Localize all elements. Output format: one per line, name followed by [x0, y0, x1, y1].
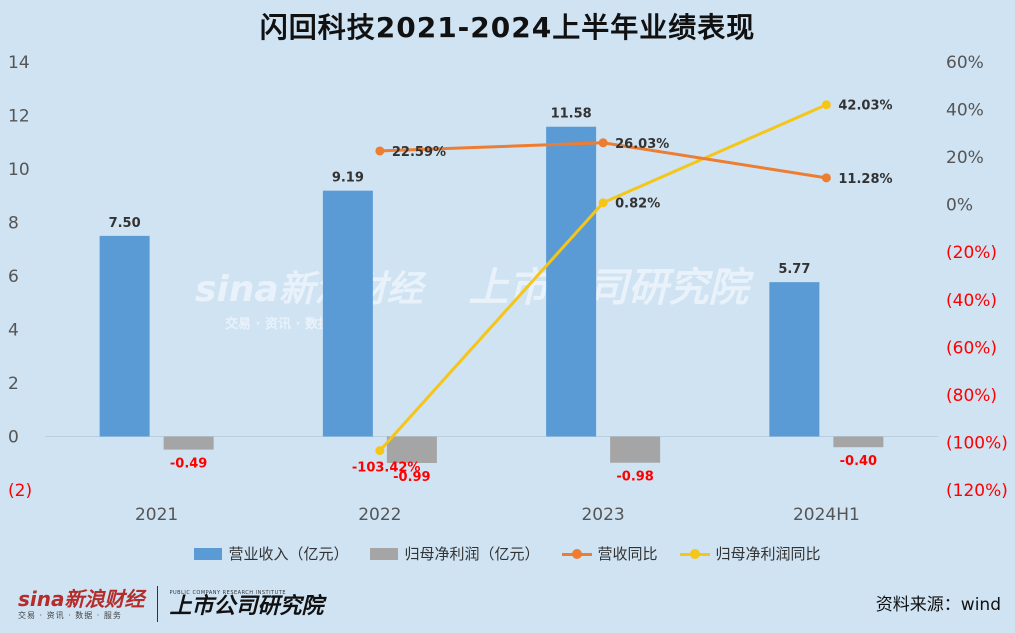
revenue-bar: [546, 126, 597, 437]
revenue-growth-data-label: 26.03%: [615, 137, 669, 152]
y-left-tick-label: (2): [8, 481, 32, 501]
profit-growth-point: [598, 198, 608, 208]
data-source: 资料来源：wind: [875, 595, 1001, 615]
x-tick-label: 2021: [135, 505, 178, 525]
x-tick-label: 2024H1: [793, 505, 860, 525]
profit-data-label: -0.40: [840, 454, 877, 469]
y-left-tick-label: 8: [8, 214, 19, 234]
research-institute-subtext: PUBLIC COMPANY RESEARCH INSTITUTE: [169, 589, 286, 596]
revenue-growth-point: [375, 146, 385, 156]
profit-growth-point: [375, 446, 385, 456]
y-left-tick-label: 12: [8, 107, 30, 127]
sina-finance-logo: sina新浪财经 交易 · 资讯 · 数据 · 服务: [18, 589, 145, 620]
profit-growth-line: [378, 103, 827, 452]
y-right-tick-label: (20%): [946, 243, 997, 263]
y-left-tick-label: 10: [8, 160, 30, 180]
revenue-growth-line: [379, 141, 827, 180]
revenue-growth-point: [598, 138, 608, 148]
y-left-tick-label: 4: [8, 321, 19, 341]
legend-label-profit-growth: 归母净利润同比: [715, 545, 821, 563]
profit-growth-data-label: -103.42%: [352, 461, 421, 476]
x-tick-label: 2023: [581, 505, 624, 525]
sina-logo-text: sina新浪财经: [18, 586, 145, 611]
profit-bar: [163, 436, 214, 450]
y-right-tick-label: 0%: [946, 196, 973, 216]
watermark-sina: sina新浪财经: [195, 269, 423, 310]
revenue-growth-point: [821, 173, 831, 183]
sina-logo-subtext: 交易 · 资讯 · 数据 · 服务: [18, 610, 122, 620]
revenue-growth-data-label: 11.28%: [838, 172, 892, 187]
profit-bar: [386, 436, 437, 463]
chart-title: 闪回科技2021-2024上半年业绩表现: [259, 11, 756, 44]
y-right-tick-label: 60%: [946, 53, 984, 73]
y-right-tick-label: (80%): [946, 386, 997, 406]
footer-logos: sina新浪财经 交易 · 资讯 · 数据 · 服务 PUBLIC COMPAN…: [18, 586, 324, 622]
profit-bar: [833, 436, 884, 448]
y-left-tick-label: 6: [8, 267, 19, 287]
research-institute-text: 上市公司研究院: [169, 593, 324, 619]
profit-bar: [610, 436, 661, 463]
combo-chart: 14 12 10 8 6 4 2 0 (2) 60% 40% 20% 0% (20%) (40%) (60%)…: [8, 53, 1008, 525]
profit-growth-data-label: 42.03%: [838, 99, 892, 114]
revenue-bar: [769, 282, 820, 437]
legend-label-revenue: 营业收入（亿元）: [228, 545, 349, 563]
legend-item-revenue[interactable]: 营业收入（亿元）: [194, 543, 348, 564]
logo-divider: [156, 586, 158, 622]
y-left-tick-label: 14: [8, 53, 30, 73]
research-institute-logo: PUBLIC COMPANY RESEARCH INSTITUTE 上市公司研究…: [169, 589, 324, 619]
y-left-tick-label: 0: [8, 428, 19, 448]
legend-swatch-profit: [370, 547, 399, 560]
revenue-growth-data-label: 22.59%: [392, 145, 446, 160]
legend-swatch-revenue-growth: [561, 547, 592, 561]
profit-growth-point: [821, 100, 831, 110]
revenue-data-label: 11.58: [551, 107, 592, 122]
legend-swatch-profit-growth: [679, 547, 710, 561]
y-left-tick-label: 2: [8, 374, 19, 394]
profit-data-label: -0.98: [616, 470, 653, 485]
legend: 营业收入（亿元） 归母净利润（亿元） 营收同比 归母净利润同比: [0, 543, 1015, 564]
x-tick-label: 2022: [358, 505, 401, 525]
legend-label-revenue-growth: 营收同比: [597, 545, 658, 563]
legend-item-profit-growth[interactable]: 归母净利润同比: [679, 543, 821, 564]
y-right-tick-label: 20%: [946, 148, 984, 168]
y-right-tick-label: (60%): [946, 338, 997, 358]
revenue-data-label: 5.77: [778, 262, 810, 277]
profit-growth-data-label: 0.82%: [615, 197, 660, 212]
y-right-tick-label: 40%: [946, 101, 984, 121]
profit-data-label: -0.99: [393, 470, 430, 485]
legend-swatch-revenue: [194, 547, 223, 560]
legend-item-revenue-growth[interactable]: 营收同比: [561, 543, 658, 564]
watermark-ssyj: 上市公司研究院: [468, 265, 749, 311]
y-right-tick-label: (120%): [946, 481, 1008, 501]
legend-label-profit: 归母净利润（亿元）: [404, 545, 540, 563]
y-right-tick-label: (100%): [946, 433, 1008, 453]
legend-item-profit[interactable]: 归母净利润（亿元）: [370, 543, 540, 564]
profit-data-label: -0.49: [170, 457, 207, 472]
watermark: sina新浪财经 上市公司研究院 交易 · 资讯 · 数据 · 服务: [195, 255, 748, 332]
revenue-data-label: 9.19: [332, 171, 364, 186]
revenue-data-label: 7.50: [109, 216, 141, 231]
revenue-bar: [99, 235, 150, 437]
revenue-bar: [322, 190, 373, 437]
y-right-tick-label: (40%): [946, 291, 997, 311]
